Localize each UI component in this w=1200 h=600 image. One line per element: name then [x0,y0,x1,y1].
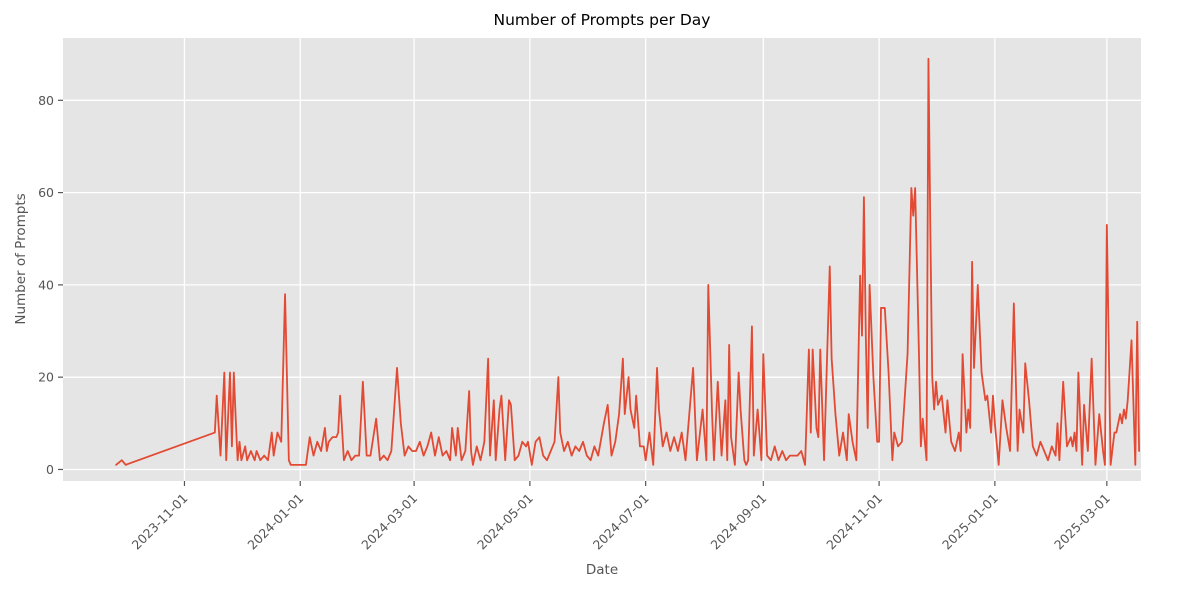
x-tick-label: 2025-01-01 [939,491,1001,553]
prompts-line-series [115,57,1140,466]
x-tick-label: 2023-11-01 [129,491,191,553]
y-tick-label: 40 [38,277,54,292]
x-tick-label: 2024-05-01 [474,491,536,553]
x-tick-label: 2024-07-01 [590,491,652,553]
y-tick-label: 60 [38,185,54,200]
x-axis-label: Date [585,562,619,578]
y-tick-label: 80 [38,93,54,108]
y-axis-label: Number of Prompts [13,193,29,325]
x-tick-label: 2024-01-01 [244,491,306,553]
y-tick-label: 20 [38,370,54,385]
x-tick-label: 2024-09-01 [707,491,769,553]
y-tick-label: 0 [46,462,54,477]
x-tick-label: 2024-03-01 [358,491,420,553]
chart-title: Number of Prompts per Day [493,11,711,29]
x-tick-label: 2025-03-01 [1051,491,1113,553]
x-tick-label: 2024-11-01 [823,491,885,553]
